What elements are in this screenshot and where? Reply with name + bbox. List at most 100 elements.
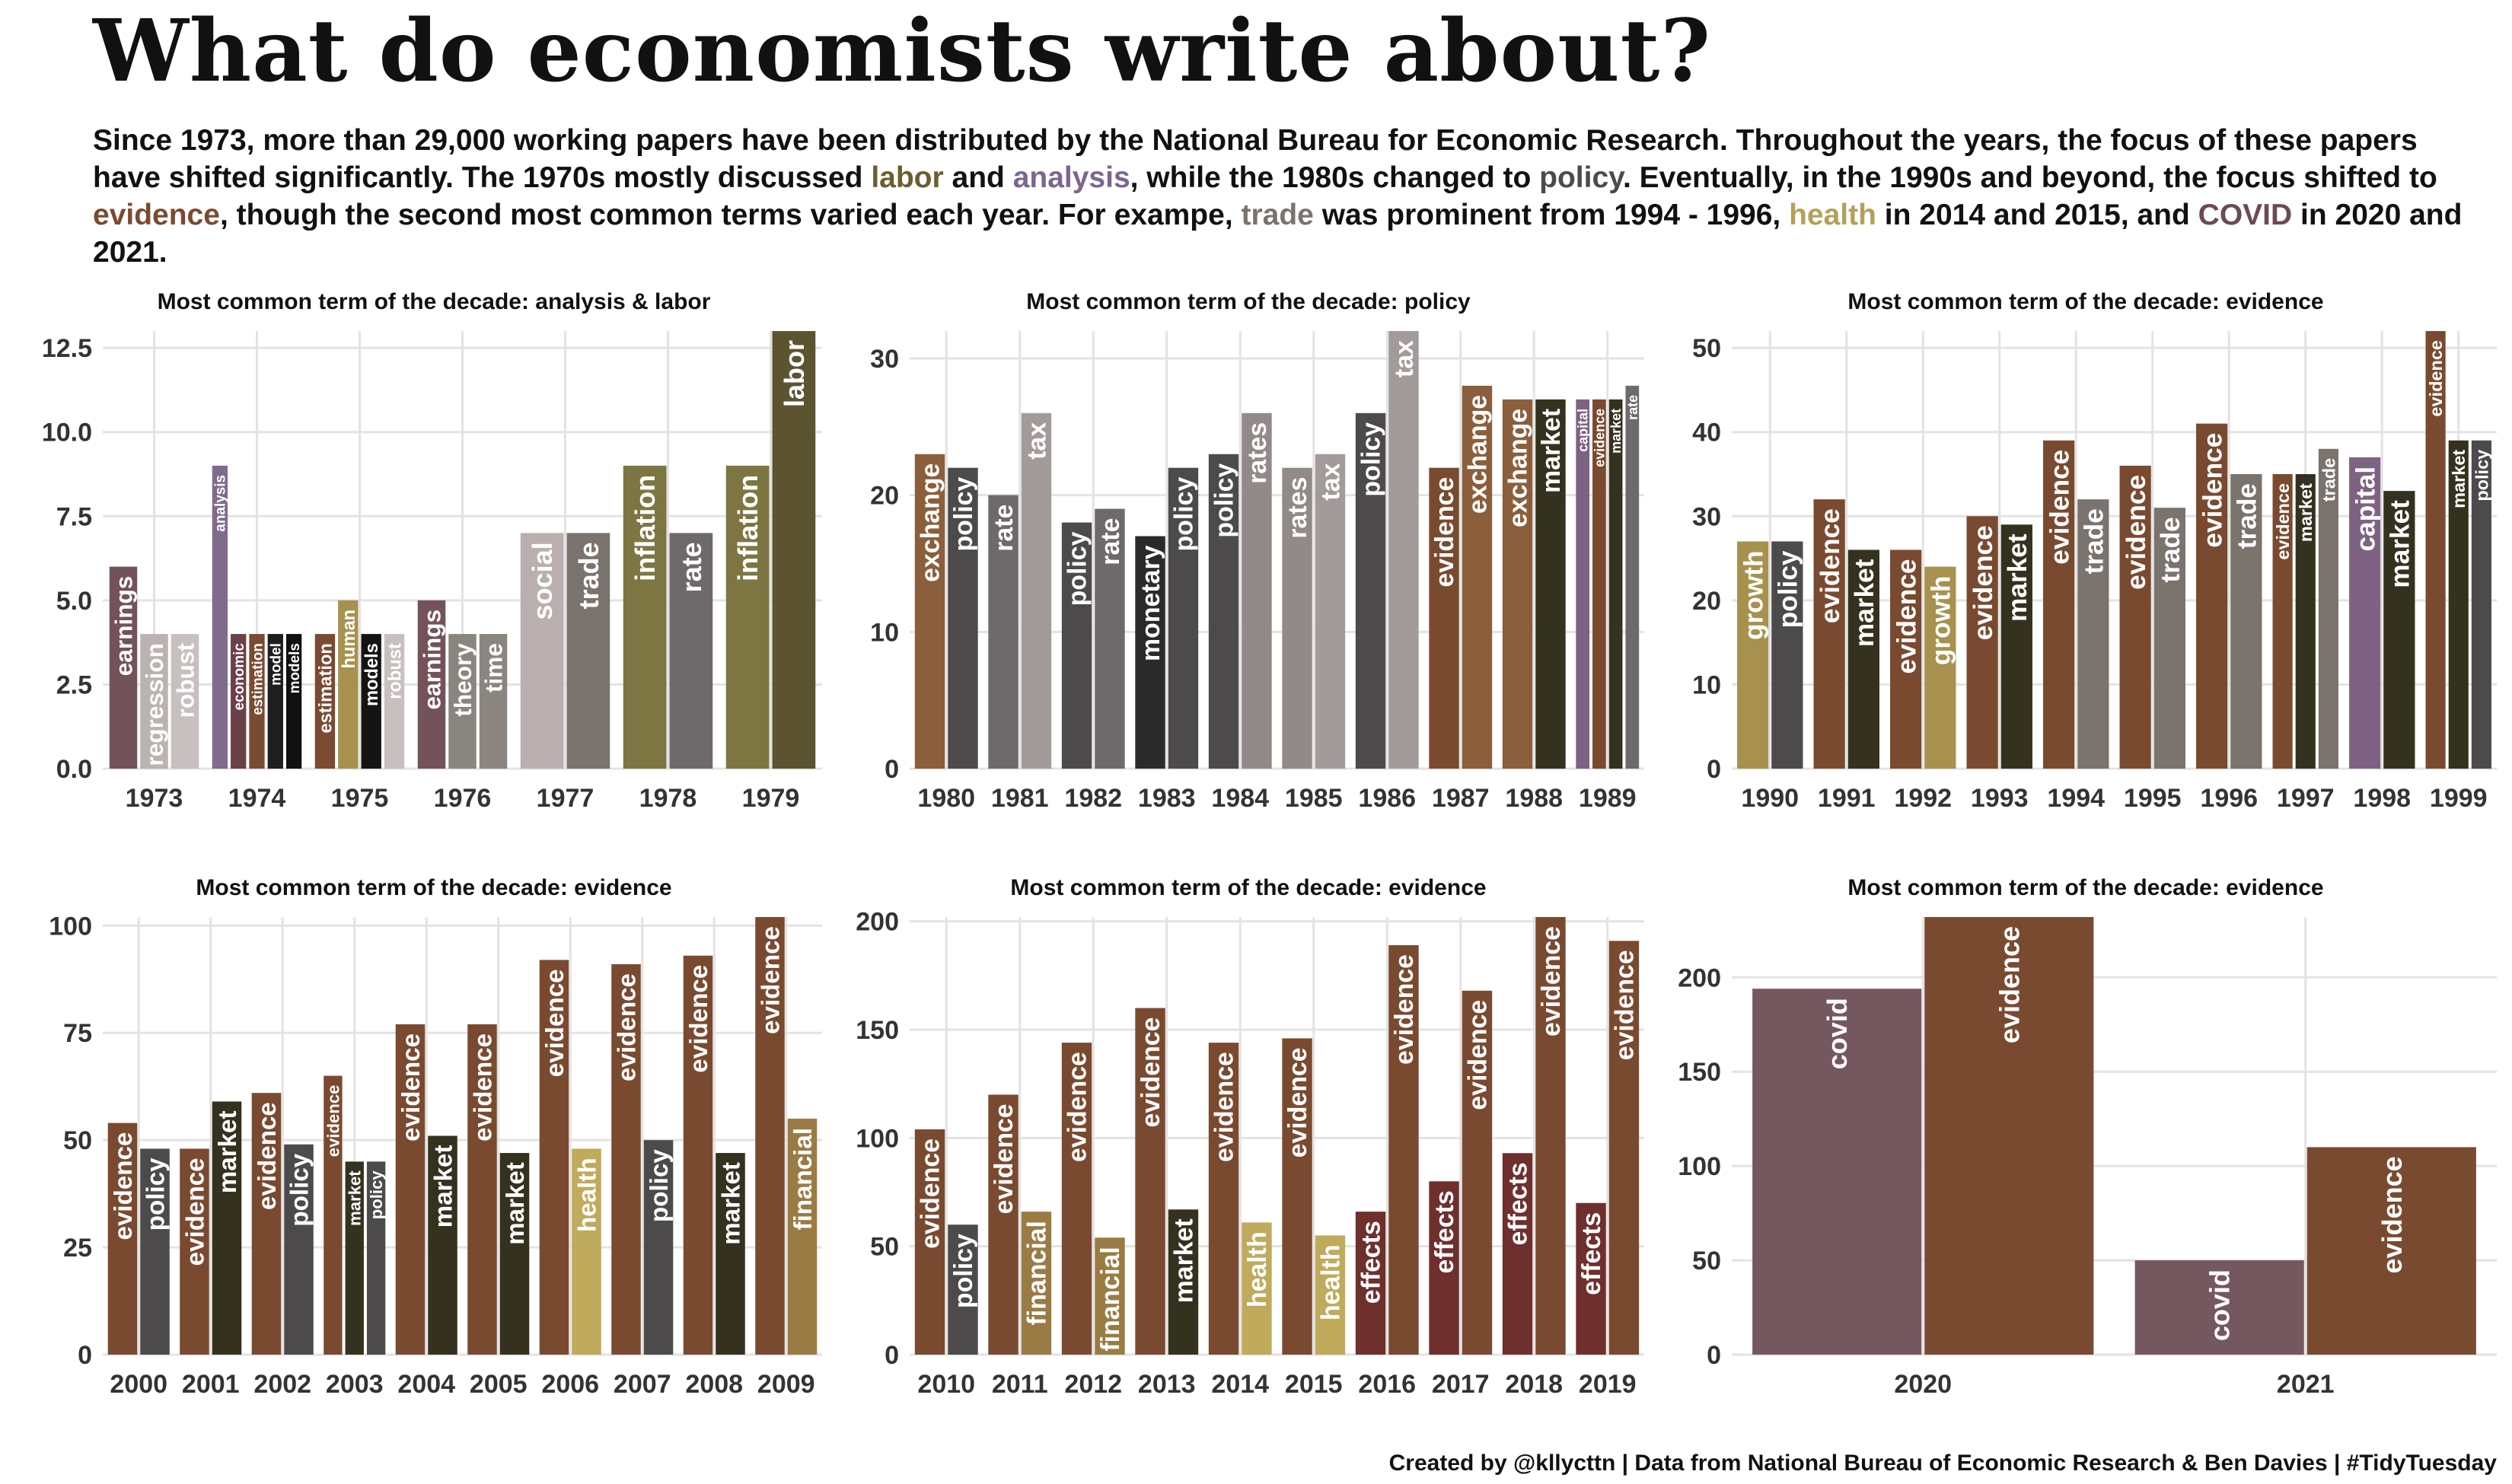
bar-covid [1752,989,1922,1355]
bar-label: robust [386,643,406,699]
bar-label: market [717,1162,745,1245]
chart-panel-1970s: Most common term of the decade: analysis… [30,282,837,837]
y-tick-label: 50 [870,1233,899,1262]
y-tick-label: 100 [49,912,92,941]
bar-label: evidence [541,969,569,1077]
bar-label: analysis [213,475,229,532]
bar-label: evidence [1611,950,1640,1060]
bar-effects [1576,1202,1606,1355]
bar-rate [1625,385,1640,769]
bar-social [520,533,564,769]
bar-label: model [269,643,285,686]
subtitle-text: , though the second most common terms va… [219,199,1242,231]
subtitle-text: . Eventually, in the 1990s and beyond, t… [1622,161,2437,194]
bar-label: monetary [1136,545,1165,661]
bar-label: rate [1625,395,1640,420]
bar-earnings [109,566,138,769]
bar-evidence [107,1123,138,1355]
y-tick-label: 150 [856,1016,899,1045]
bar-policy [948,467,978,769]
bar-label: market [502,1162,530,1245]
bar-market [2295,473,2316,769]
bar-label: models [287,643,303,693]
x-tick-label: 1999 [2430,784,2488,813]
bar-label: evidence [1063,1052,1092,1162]
bar-label: estimation [316,643,336,733]
y-tick-label: 200 [1678,963,1721,992]
x-tick-label: 1986 [1358,784,1416,813]
x-tick-label: 1997 [2277,784,2335,813]
caption: Created by @kllycttn | Data from Nationa… [1388,1451,2497,1476]
bar-trade [2318,448,2338,769]
bar-rate [988,495,1019,769]
x-tick-label: 1989 [1579,784,1637,813]
bar-label: policy [285,1153,314,1226]
x-tick-label: 1979 [742,784,800,813]
bar-evidence [395,1024,426,1355]
subtitle-text: Since 1973, more than 29,000 working pap… [93,124,2418,194]
bar-label: covid [2204,1269,2236,1341]
subtitle-text: , while the 1980s changed to [1130,161,1540,194]
bar-label: covid [1822,998,1853,1069]
bar-evidence [1135,1008,1165,1355]
bar-label: market [1608,409,1624,454]
y-tick-label: 25 [63,1234,92,1263]
bar-label: evidence [181,1158,209,1266]
bar-label: evidence [253,1102,282,1210]
bar-label: evidence [1210,1052,1239,1162]
bar-market [1168,1209,1199,1355]
x-tick-label: 1994 [2047,784,2105,813]
bar-label: policy [2472,450,2491,502]
bar-time [479,634,508,769]
chart-panel-1980s: Most common term of the decade: policy 0 1… [837,282,1659,837]
bar-market [428,1135,457,1355]
chart-title: Most common term of the decade: analysis… [157,289,711,314]
x-tick-label: 1974 [228,784,286,813]
x-tick-label: 2010 [917,1370,975,1399]
subtitle-text: in 2014 and 2015, and [1876,199,2198,231]
bar-label: evidence [990,1103,1019,1214]
bar-label: market [2296,483,2316,542]
bar-label: inflation [630,475,661,581]
subtitle-keyword: health [1789,199,1876,231]
bar-growth [1924,566,1956,769]
subtitle-keyword: evidence [93,199,220,231]
bar-label: market [1850,559,1879,647]
x-tick-label: 2019 [1579,1370,1637,1399]
bar-trade [2153,508,2185,769]
bar-label: regression [141,643,168,766]
bar-label: health [573,1158,601,1232]
bar-market [1847,549,1879,769]
bar-theory [448,634,477,769]
y-tick-label: 0 [1707,1341,1721,1370]
y-tick-label: 30 [870,345,899,374]
x-tick-label: 2013 [1138,1370,1196,1399]
x-tick-label: 1993 [1971,784,2029,813]
bar-label: evidence [1892,559,1921,674]
bar-label: economic [231,643,247,710]
chart-svg: 050100150200evidencepolicy2010evidencefi… [856,908,1644,1399]
bar-label: evidence [613,973,641,1081]
bar-models [285,634,302,769]
x-tick-label: 1973 [126,784,183,813]
y-tick-label: 0 [885,755,899,784]
chart-panel-2000s: Most common term of the decade: evidence… [30,868,837,1423]
bar-label: policy [1170,477,1199,552]
y-tick-label: 0 [885,1341,899,1370]
bar-evidence [1608,941,1640,1355]
bar-health [1315,1235,1346,1355]
subtitle-keyword: COVID [2198,199,2293,231]
x-tick-label: 1982 [1064,784,1122,813]
bar-market [1535,399,1566,769]
bar-label: evidence [2045,450,2074,565]
bar-label: policy [1357,422,1386,497]
bar-evidence [1924,917,2094,1355]
subtitle-text: in 2020 and 2021. [93,199,2463,269]
bar-trade [566,533,610,769]
bar-evidence [1966,516,1998,769]
bar-label: evidence [1994,926,2025,1043]
bar-label: market [2449,450,2469,508]
bar-market [499,1153,530,1355]
x-tick-label: 2016 [1358,1370,1416,1399]
bar-exchange [1462,385,1493,769]
